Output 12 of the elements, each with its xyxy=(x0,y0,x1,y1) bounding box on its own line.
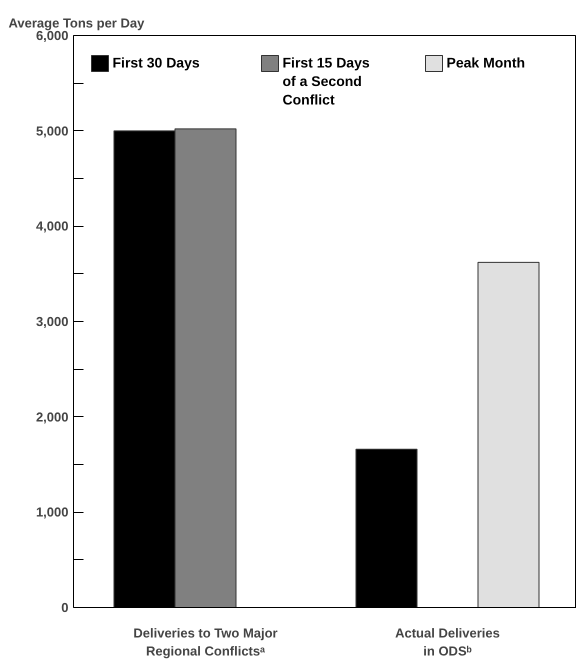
y-tick-label: 2,000 xyxy=(36,409,69,424)
legend-label: Peak Month xyxy=(446,54,526,70)
y-tick-label: 4,000 xyxy=(36,218,69,234)
y-tick-label: 3,000 xyxy=(36,314,69,329)
text: 1,000 xyxy=(36,504,69,520)
y-axis-title: Average Tons per Day xyxy=(8,16,146,30)
x-tick-label: Deliveries to Two Major Regional Conflictsᵃ xyxy=(133,626,278,658)
legend-label: First 30 Days xyxy=(112,54,200,70)
y-tick-label: 0 xyxy=(61,600,69,615)
legend-label: First 15 Days of a Second Conflict xyxy=(282,54,370,108)
x-tick-label: Actual Deliveries in ODSᵇ xyxy=(395,626,500,658)
y-tick-label: 5,000 xyxy=(36,123,69,138)
